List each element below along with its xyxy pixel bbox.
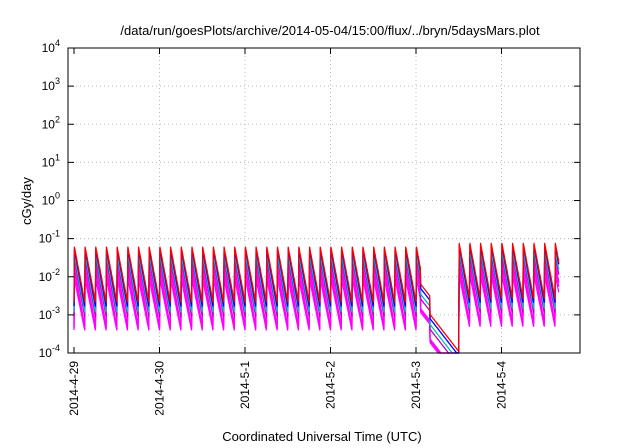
- y-tick-label: 10-3: [39, 305, 60, 322]
- x-tick-label: 2014-5-2: [324, 361, 338, 409]
- x-tick-label: 2014-5-4: [495, 361, 509, 409]
- series-line: [73, 261, 560, 354]
- series-line: [73, 254, 560, 354]
- y-tick-label: 10-1: [39, 229, 60, 246]
- axis-ticks: [68, 47, 580, 354]
- y-tick-labels: 10-4 10-3 10-2 10-1 100 101 102 103 104: [39, 38, 60, 360]
- x-tick-label: 2014-4-29: [67, 361, 81, 416]
- y-tick-label: 10-4: [39, 343, 60, 360]
- series-line: [73, 242, 560, 353]
- x-axis-title: Coordinated Universal Time (UTC): [222, 429, 421, 444]
- series-layer: [73, 242, 560, 354]
- y-tick-label: 10-2: [39, 267, 60, 284]
- x-tick-label: 2014-4-30: [153, 361, 167, 416]
- y-tick-label: 102: [42, 114, 60, 131]
- y-tick-label: 103: [42, 76, 60, 93]
- chart-title: /data/run/goesPlots/archive/2014-05-04/1…: [120, 23, 540, 38]
- y-axis-title: cGy/day: [19, 177, 34, 225]
- series-line: [73, 250, 560, 354]
- x-tick-label: 2014-5-1: [238, 361, 252, 409]
- x-tick-labels: 2014-4-29 2014-4-30 2014-5-1 2014-5-2 2014-5…: [67, 361, 509, 416]
- x-tick-label: 2014-5-3: [409, 361, 423, 409]
- y-tick-label: 104: [42, 38, 60, 55]
- y-tick-label: 101: [42, 152, 60, 169]
- y-tick-label: 100: [42, 191, 60, 208]
